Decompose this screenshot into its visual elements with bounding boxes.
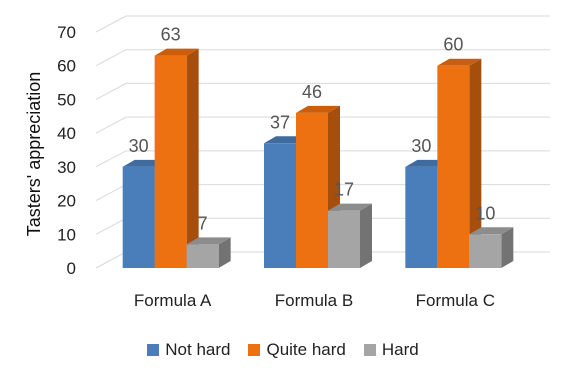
y-tick-label: 40	[57, 124, 76, 143]
y-tick-label: 0	[67, 259, 76, 278]
bars	[122, 48, 514, 269]
data-label: 46	[302, 82, 322, 102]
y-tick-label: 10	[57, 225, 76, 244]
gridline	[95, 49, 550, 67]
data-label: 30	[129, 136, 149, 156]
data-label: 37	[270, 112, 290, 132]
legend-swatch	[147, 344, 160, 356]
data-label: 17	[334, 180, 354, 200]
gridline	[95, 82, 550, 100]
data-label: 60	[443, 35, 463, 55]
y-tick-label: 60	[57, 57, 76, 76]
y-axis-ticks: 0 10 20 30 40 50 60 70	[57, 23, 76, 278]
y-tick-label: 70	[57, 23, 76, 42]
gridline	[95, 15, 550, 33]
x-category-label: Formula A	[134, 291, 212, 310]
legend-item: Quite hard	[248, 340, 346, 360]
x-category-label: Formula C	[416, 291, 495, 310]
bar	[328, 203, 372, 268]
y-tick-label: 30	[57, 158, 76, 177]
y-tick-label: 20	[57, 192, 76, 211]
data-label: 10	[475, 203, 495, 223]
gridline	[95, 116, 550, 134]
data-label: 63	[161, 25, 181, 45]
y-tick-label: 50	[57, 90, 76, 109]
legend-label: Quite hard	[266, 340, 346, 359]
data-label: 7	[198, 213, 208, 233]
bar	[186, 237, 231, 268]
legend-item: Hard	[363, 340, 419, 360]
bar	[469, 227, 514, 268]
bar	[437, 58, 482, 268]
y-axis-title: Tasters' appreciation	[24, 72, 44, 237]
x-axis-categories: Formula A Formula B Formula C	[134, 291, 495, 310]
data-labels: 30 63 7 37 46 17 30 60 10	[129, 25, 496, 234]
data-label: 30	[411, 136, 431, 156]
legend-item: Not hard	[147, 340, 230, 360]
gridline	[95, 150, 550, 168]
legend-swatch	[248, 344, 261, 356]
x-category-label: Formula B	[275, 291, 353, 310]
bar	[154, 48, 199, 268]
legend-label: Not hard	[165, 340, 231, 359]
bar-chart: 0 10 20 30 40 50 60 70 30 63 7 37 46 17 30 60 10 Formul…	[24, 15, 550, 310]
legend: Not hard Quite hard Hard	[0, 340, 566, 360]
legend-label: Hard	[381, 340, 419, 359]
legend-swatch	[363, 344, 376, 356]
